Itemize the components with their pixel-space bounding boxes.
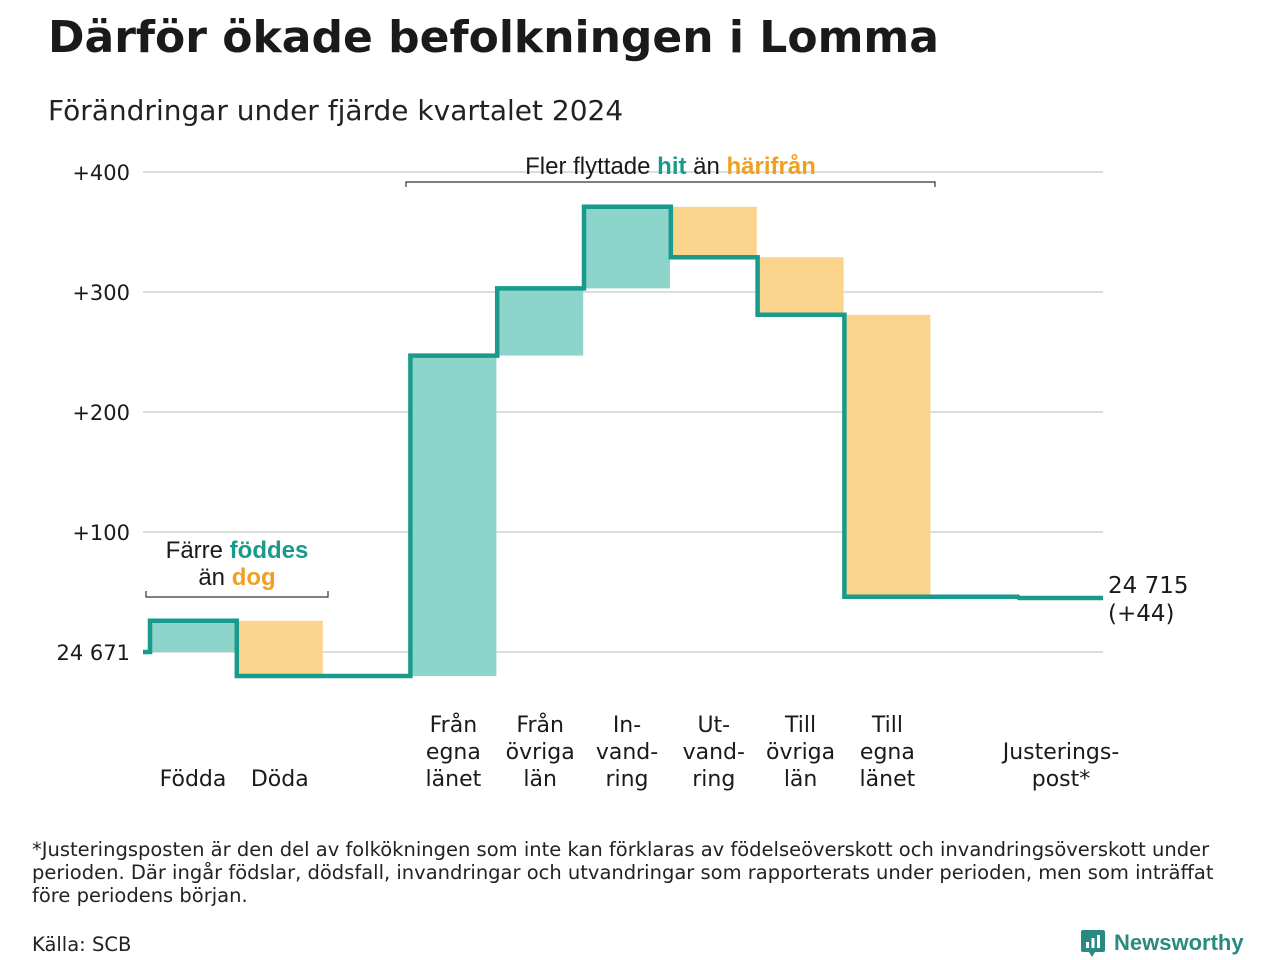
category-label: Från	[516, 712, 564, 738]
bars	[150, 206, 931, 676]
category-label: övriga	[766, 740, 835, 765]
category-label: Döda	[251, 767, 309, 792]
brand-name: Newsworthy	[1114, 930, 1244, 955]
migration-annotation: Fler flyttade hit än härifrån	[525, 153, 816, 180]
category-label: länet	[860, 767, 916, 792]
category-label: post*	[1032, 767, 1091, 792]
bar	[236, 620, 323, 676]
y-tick-label: +100	[72, 521, 130, 545]
category-label: ring	[605, 767, 648, 792]
y-tick-label: +300	[72, 281, 130, 305]
category-label: vand-	[596, 740, 658, 765]
footnote: *Justeringsposten är den del av folkökni…	[32, 838, 1214, 907]
category-label: egna	[426, 740, 481, 765]
bar	[670, 206, 757, 258]
bar	[844, 314, 931, 597]
births-annotation-line1: Färre föddes	[166, 537, 309, 564]
y-tick-label: +400	[72, 161, 130, 185]
category-label: länet	[426, 767, 482, 792]
running-total-line	[143, 204, 1103, 679]
y-tick-label: +200	[72, 401, 130, 425]
newsworthy-logo-icon	[1081, 930, 1105, 957]
start-value-label: 24 671	[57, 641, 130, 665]
migration-bracket	[405, 181, 936, 187]
category-label: Ut-	[697, 713, 730, 738]
births-bracket	[145, 591, 329, 598]
category-label: län	[784, 767, 818, 792]
brand-logo: Newsworthy	[1080, 928, 1244, 958]
category-label: län	[523, 767, 557, 792]
category-label: övriga	[506, 740, 575, 765]
category-label: Födda	[160, 767, 227, 792]
bar	[584, 206, 670, 289]
running-total	[143, 204, 1103, 679]
chart-title: Därför ökade befolkningen i Lomma	[48, 12, 939, 63]
category-label: ring	[692, 767, 735, 792]
chart-subtitle: Förändringar under fjärde kvartalet 2024	[48, 94, 624, 127]
end-value-label: 24 715	[1108, 573, 1188, 599]
bar	[150, 620, 236, 652]
category-label: egna	[860, 740, 915, 765]
source-label: Källa: SCB	[32, 933, 132, 956]
category-label: Till	[784, 713, 816, 738]
category-label: Från	[430, 712, 478, 738]
end-change-label: (+44)	[1108, 601, 1174, 627]
bar	[497, 288, 584, 356]
bar	[757, 257, 844, 315]
category-label: vand-	[683, 740, 745, 765]
births-annotation-line2: än dog	[198, 564, 275, 591]
category-label: Till	[871, 713, 903, 738]
bar	[410, 355, 497, 676]
category-label: In-	[613, 713, 641, 738]
category-label: Justerings-	[1001, 740, 1120, 765]
